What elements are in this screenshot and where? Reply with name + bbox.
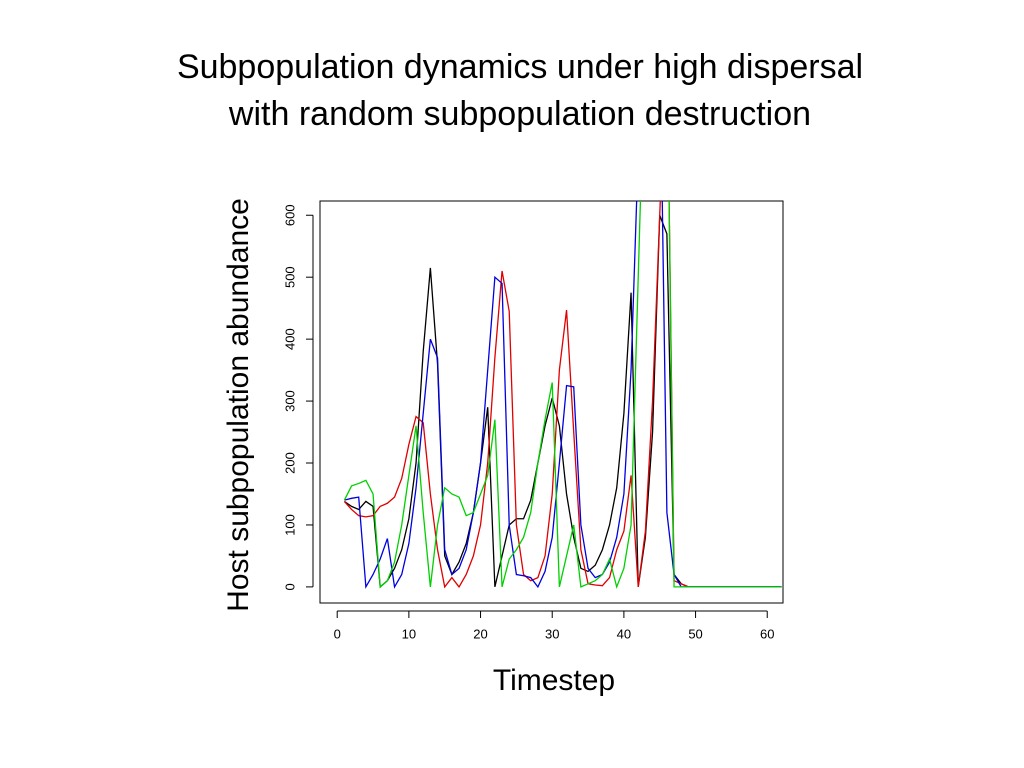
series-line [344,201,782,590]
series-line [343,201,782,590]
y-tick-label: 600 [282,204,297,226]
x-tick-label: 10 [402,626,416,641]
x-tick-label: 30 [545,626,559,641]
x-tick-label: 40 [617,626,631,641]
y-tick-label: 0 [282,583,297,590]
y-tick-label: 500 [282,266,297,288]
y-tick-label: 400 [282,328,297,350]
y-tick-label: 100 [282,514,297,536]
y-axis-label: Host subpopulation abundance [222,198,255,612]
y-tick-label: 200 [282,452,297,474]
lines [343,201,782,590]
x-tick-label: 60 [760,626,774,641]
x-tick-label: 50 [688,626,702,641]
plot-box [319,200,784,604]
y-tick-label: 300 [282,390,297,412]
chart-title: Subpopulation dynamics under high disper… [176,48,864,133]
x-tick-label: 0 [334,626,341,641]
x-axis-label: Timestep [493,664,615,697]
series-line [343,201,782,589]
x-tick-label: 20 [473,626,487,641]
